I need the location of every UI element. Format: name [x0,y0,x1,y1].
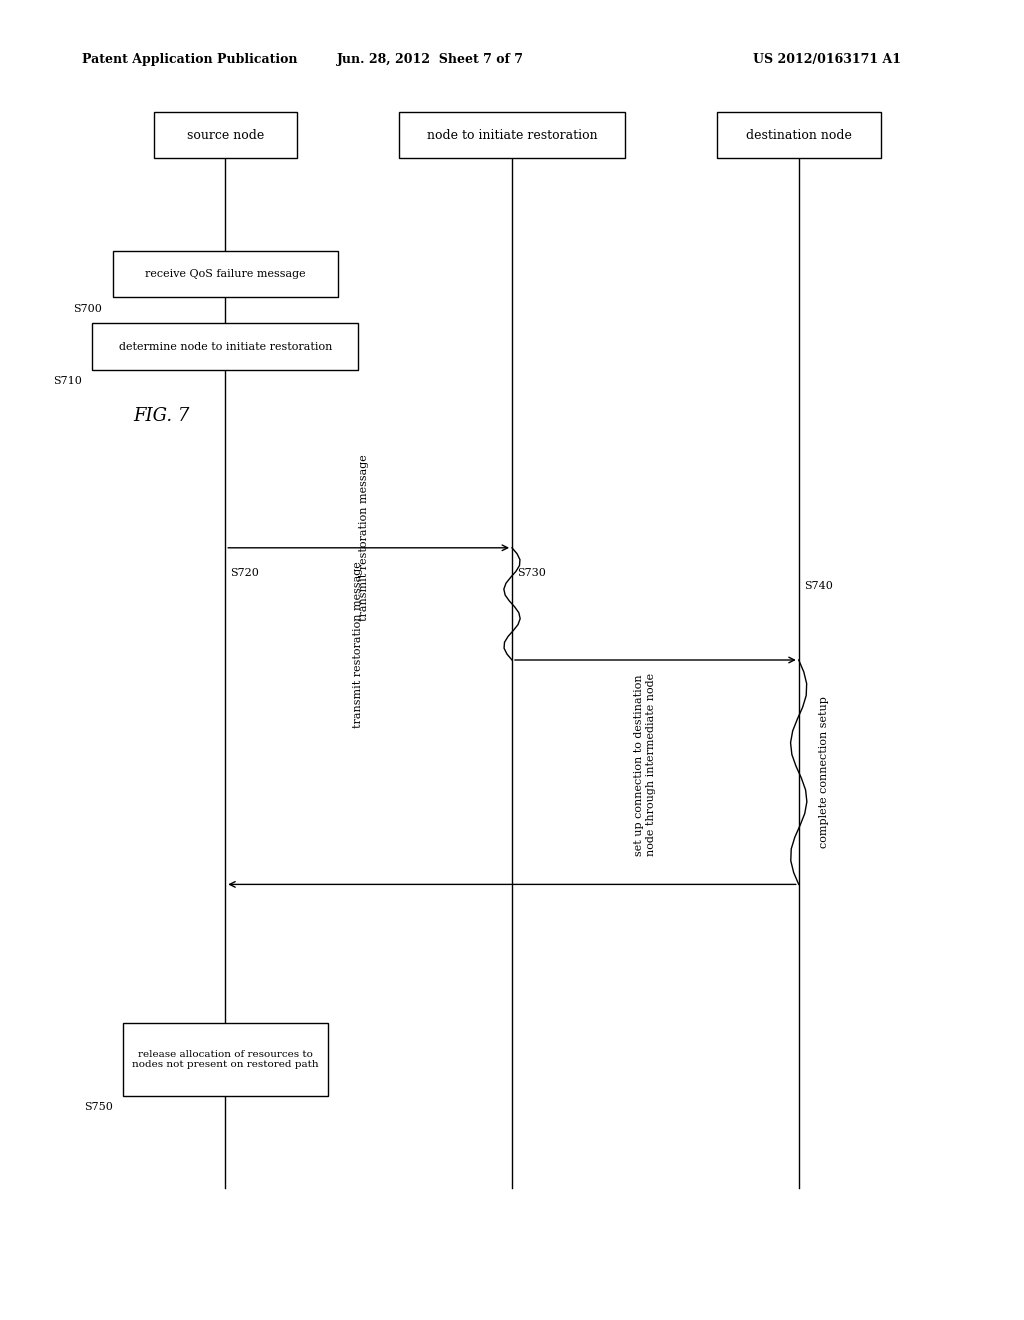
Text: S730: S730 [517,568,546,578]
Text: source node: source node [186,129,264,141]
Text: US 2012/0163171 A1: US 2012/0163171 A1 [753,53,901,66]
Text: FIG. 7: FIG. 7 [133,407,189,425]
Text: determine node to initiate restoration: determine node to initiate restoration [119,342,332,351]
Text: S720: S720 [230,568,259,578]
Text: S740: S740 [804,581,833,591]
Text: transmit restoration message: transmit restoration message [353,561,364,727]
Text: receive QoS failure message: receive QoS failure message [145,269,305,279]
Text: transmit restoration message: transmit restoration message [358,454,369,620]
FancyBboxPatch shape [154,112,297,158]
Text: node to initiate restoration: node to initiate restoration [427,129,597,141]
FancyBboxPatch shape [399,112,625,158]
FancyBboxPatch shape [717,112,881,158]
FancyBboxPatch shape [92,323,358,370]
Text: S710: S710 [53,376,82,387]
Text: Jun. 28, 2012  Sheet 7 of 7: Jun. 28, 2012 Sheet 7 of 7 [337,53,523,66]
Text: set up connection to destination
node through intermediate node: set up connection to destination node th… [634,673,656,857]
Text: complete connection setup: complete connection setup [819,696,829,849]
FancyBboxPatch shape [113,251,338,297]
Text: S750: S750 [84,1102,113,1113]
FancyBboxPatch shape [123,1023,328,1096]
Text: destination node: destination node [745,129,852,141]
Text: release allocation of resources to
nodes not present on restored path: release allocation of resources to nodes… [132,1049,318,1069]
Text: Patent Application Publication: Patent Application Publication [82,53,297,66]
Text: S700: S700 [74,304,102,314]
